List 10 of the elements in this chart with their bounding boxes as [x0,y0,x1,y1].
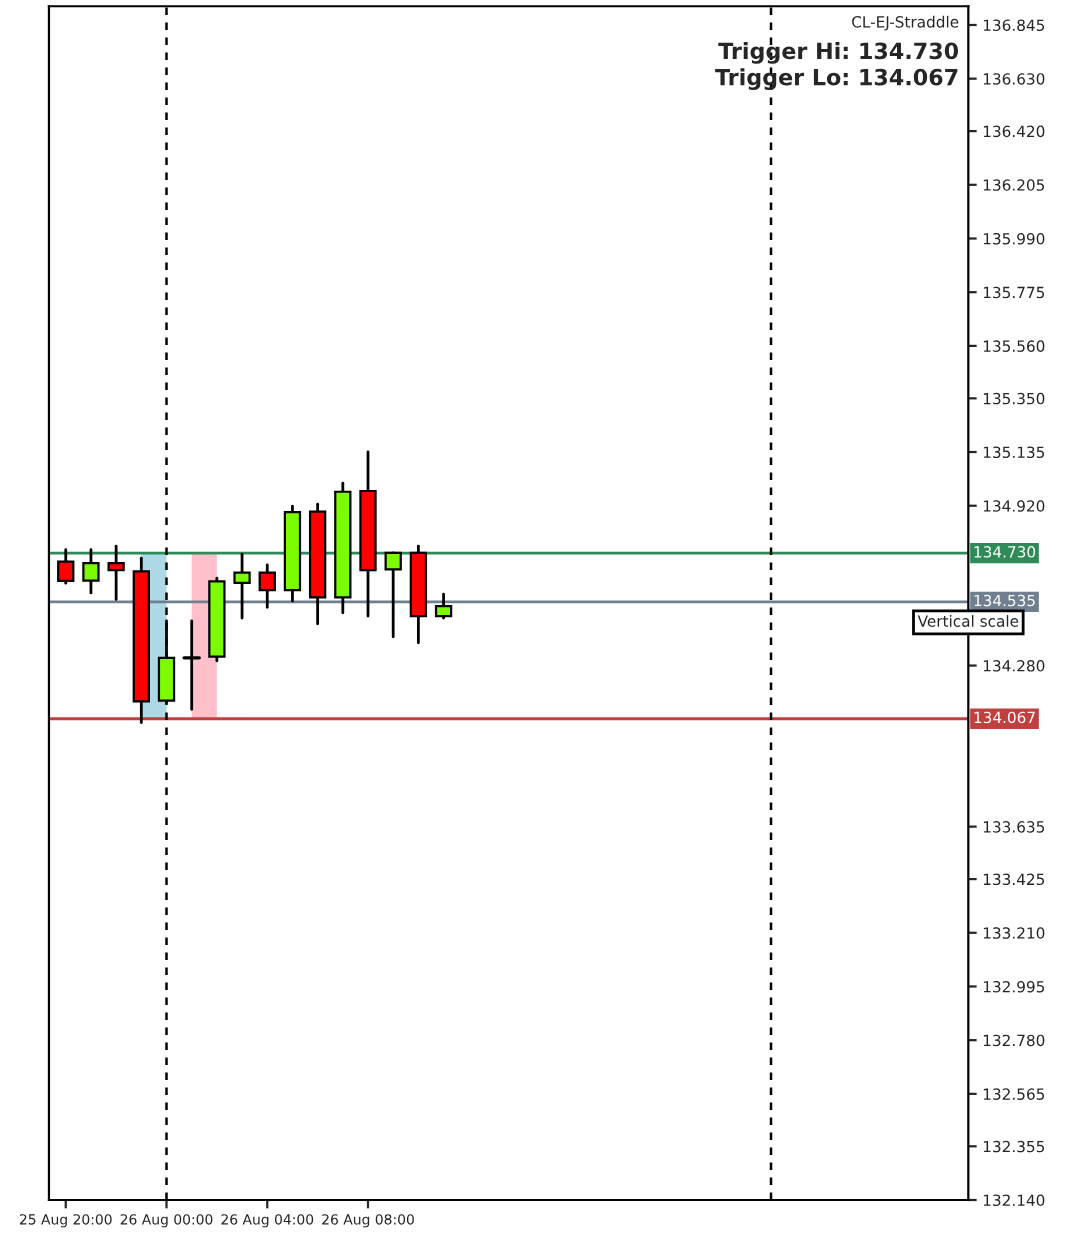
candlestick [258,563,276,609]
candlestick [384,551,402,639]
candlestick [107,544,125,601]
candlestick [233,552,251,620]
annotation: Trigger Lo: 134.067 [715,68,958,91]
candlestick [182,619,201,711]
candlestick [82,548,100,595]
annotation: Trigger Hi: 134.730 [718,42,959,64]
candlestick [434,592,453,620]
candlestick [57,548,75,585]
